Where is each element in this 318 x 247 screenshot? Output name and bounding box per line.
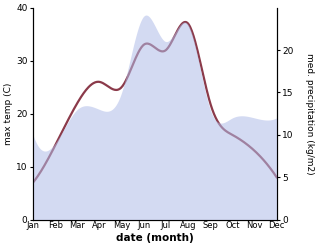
Y-axis label: med. precipitation (kg/m2): med. precipitation (kg/m2)	[305, 53, 314, 174]
Y-axis label: max temp (C): max temp (C)	[4, 82, 13, 145]
X-axis label: date (month): date (month)	[116, 233, 194, 243]
